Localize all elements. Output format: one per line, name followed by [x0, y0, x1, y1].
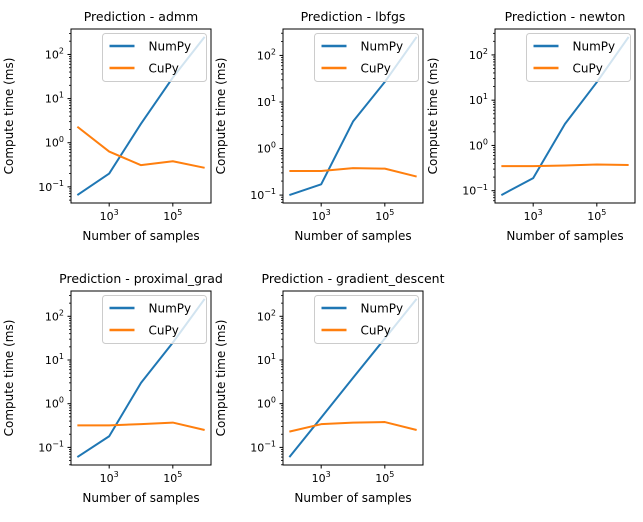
y-tick-label: 100	[257, 396, 276, 411]
subplot-title: Prediction - gradient_descent	[262, 271, 445, 286]
series-line-cupy	[76, 125, 205, 169]
y-tick-label: 102	[45, 308, 64, 323]
y-tick-label: 101	[257, 94, 276, 109]
y-tick-label: 102	[257, 47, 276, 62]
y-tick-label: 101	[257, 352, 276, 367]
legend-label: CuPy	[361, 62, 391, 76]
line-chart-lbfgs: 103 105 10−1 100 101 102 Prediction - lbfgs Num…	[214, 9, 424, 243]
y-axis-label: Compute time (ms)	[214, 58, 228, 175]
subplot-prediction-proximal-grad: 103 105 10−1 100 101 102 Prediction - proximal…	[0, 262, 223, 522]
series-line-cupy	[289, 167, 417, 178]
y-axis-label: Compute time (ms)	[426, 58, 440, 175]
legend: NumPy CuPy	[314, 295, 419, 344]
y-tick-label: 10−1	[250, 187, 276, 202]
y-tick-label: 102	[469, 47, 488, 62]
line-chart-newton: 103 105 10−1 100 101 102 Prediction - newton Nu…	[426, 9, 636, 243]
y-tick-label: 100	[45, 396, 64, 411]
legend: NumPy CuPy	[526, 33, 631, 82]
line-chart-admm: 103 105 10−1 100 101 102 Prediction - admm Numb…	[2, 9, 212, 243]
legend: NumPy CuPy	[102, 295, 207, 344]
subplot-prediction-gradient-descent: 103 105 10−1 100 101 102 Prediction - gradient…	[212, 262, 445, 522]
x-axis-label: Number of samples	[82, 229, 199, 243]
legend-label: CuPy	[361, 324, 391, 338]
axes-spines	[494, 28, 636, 204]
y-axis-label: Compute time (ms)	[214, 320, 228, 437]
subplot-title: Prediction - lbfgs	[301, 9, 406, 24]
x-tick-label: 103	[312, 470, 331, 485]
y-tick-label: 102	[257, 308, 276, 323]
legend: NumPy CuPy	[102, 33, 207, 82]
x-axis-label: Number of samples	[82, 491, 199, 505]
y-tick-label: 100	[257, 141, 276, 156]
subplot-prediction-newton: 103 105 10−1 100 101 102 Prediction - newton Nu…	[424, 0, 636, 261]
y-tick-label: 101	[469, 92, 488, 107]
x-axis-label: Number of samples	[294, 229, 411, 243]
y-axis-label: Compute time (ms)	[2, 58, 16, 175]
y-tick-label: 100	[45, 135, 64, 150]
x-axis-label: Number of samples	[506, 229, 623, 243]
x-tick-label: 105	[375, 470, 394, 485]
line-chart-proximal-grad: 103 105 10−1 100 101 102 Prediction - proximal…	[2, 271, 223, 505]
legend-label: NumPy	[573, 40, 616, 54]
subplot-title: Prediction - newton	[505, 9, 626, 24]
series-line-cupy	[77, 421, 205, 431]
legend-label: CuPy	[573, 62, 603, 76]
x-tick-label: 103	[312, 208, 331, 223]
y-tick-label: 100	[469, 137, 488, 152]
legend-label: NumPy	[149, 40, 192, 54]
axes-spines	[282, 290, 424, 466]
legend-label: NumPy	[361, 40, 404, 54]
legend-label: NumPy	[149, 302, 192, 316]
legend-label: CuPy	[149, 324, 179, 338]
x-tick-label: 105	[587, 208, 606, 223]
series-line-cupy	[289, 421, 417, 433]
y-tick-label: 101	[45, 91, 64, 106]
x-tick-label: 105	[163, 470, 182, 485]
x-tick-label: 103	[100, 470, 119, 485]
y-tick-label: 10−1	[38, 439, 64, 454]
y-tick-label: 10−1	[250, 439, 276, 454]
series-line-cupy	[501, 163, 629, 168]
y-axis-label: Compute time (ms)	[2, 320, 16, 437]
axes-spines	[70, 290, 212, 466]
x-tick-label: 105	[163, 208, 182, 223]
y-tick-label: 102	[45, 47, 64, 62]
line-chart-gradient-descent: 103 105 10−1 100 101 102 Prediction - gradient…	[214, 271, 445, 505]
x-tick-label: 103	[524, 208, 543, 223]
subplot-title: Prediction - proximal_grad	[59, 271, 223, 286]
y-tick-label: 10−1	[38, 179, 64, 194]
x-axis-label: Number of samples	[294, 491, 411, 505]
subplot-prediction-admm: 103 105 10−1 100 101 102 Prediction - admm Numb…	[0, 0, 212, 261]
legend: NumPy CuPy	[314, 33, 419, 82]
legend-label: NumPy	[361, 302, 404, 316]
subplot-title: Prediction - admm	[84, 9, 199, 24]
subplot-prediction-lbfgs: 103 105 10−1 100 101 102 Prediction - lbfgs Num…	[212, 0, 424, 261]
x-tick-label: 105	[375, 208, 394, 223]
y-tick-label: 10−1	[462, 183, 488, 198]
y-tick-label: 101	[45, 352, 64, 367]
legend-label: CuPy	[149, 62, 179, 76]
x-tick-label: 103	[100, 208, 119, 223]
